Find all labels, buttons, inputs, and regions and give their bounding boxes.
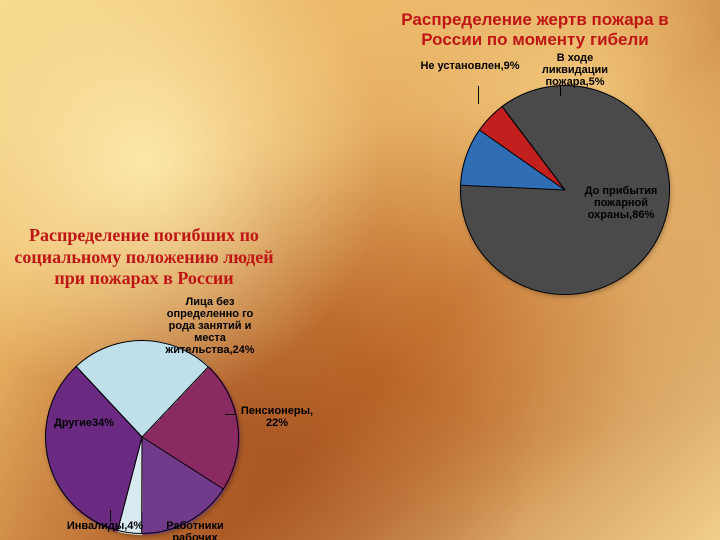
chart1-label-2: В ходе ликвидации пожара,5% [525, 52, 625, 88]
chart2-leader-1 [225, 414, 235, 415]
slide-stage: Распределение жертв пожара в России по м… [0, 0, 720, 540]
chart2-label-4: Другие34% [48, 417, 120, 429]
chart2-label-3: Инвалиды,4% [60, 520, 150, 532]
chart2-label-0: Лица без определенно го рода занятий и м… [160, 296, 260, 356]
chart2-label-1: Пенсионеры, 22% [232, 405, 322, 429]
chart1-leader-1 [478, 86, 479, 104]
chart2-leader-3 [110, 510, 111, 522]
chart1-title: Распределение жертв пожара в России по м… [385, 10, 685, 51]
chart1-label-0: До прибытия пожарной охраны,86% [566, 185, 676, 221]
chart2-title: Распределение погибших по социальному по… [6, 225, 282, 290]
chart2-label-2: Работники рабочих [150, 520, 240, 540]
chart2-pie [45, 340, 240, 535]
chart1-leader-2 [560, 86, 561, 96]
chart1-label-1: Не установлен,9% [420, 60, 520, 72]
